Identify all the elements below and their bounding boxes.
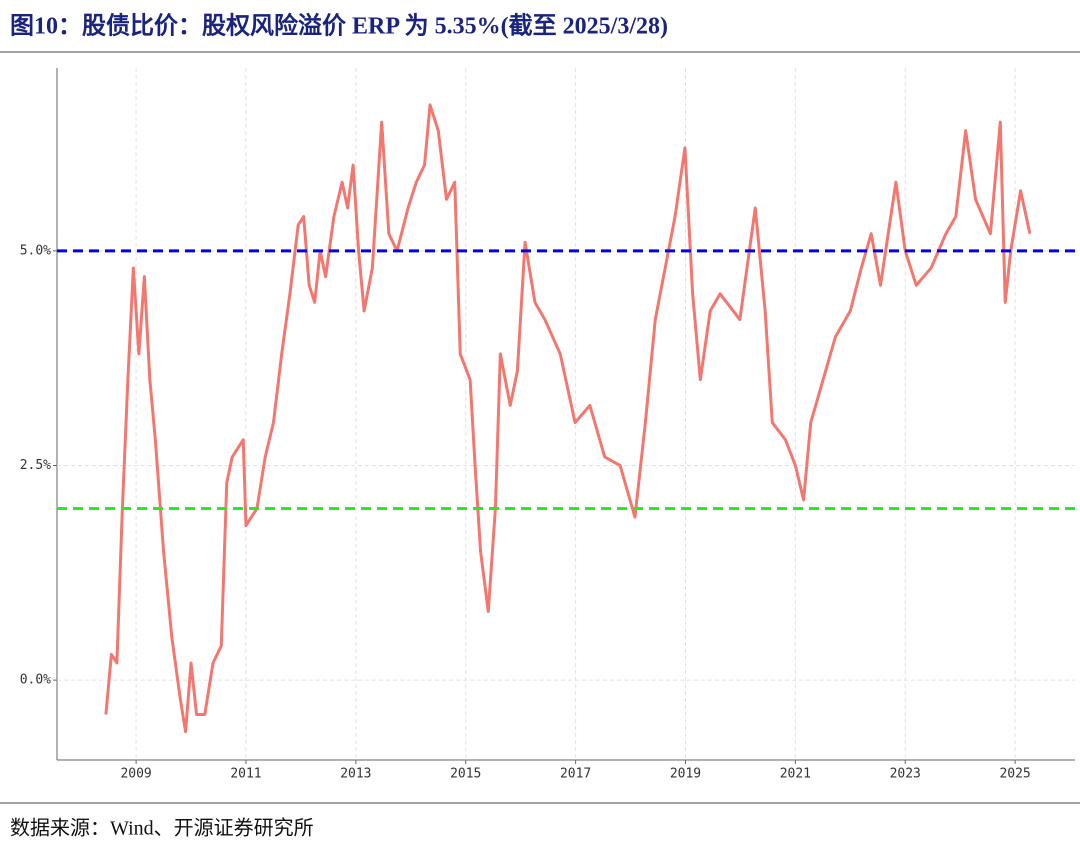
x-tick-label: 2013 [340, 767, 371, 782]
x-tick-label: 2017 [560, 767, 591, 782]
y-tick-label: 0.0% [20, 673, 51, 688]
y-tick-label: 5.0% [20, 243, 51, 258]
x-tick-label: 2025 [999, 767, 1030, 782]
x-tick-label: 2021 [780, 767, 811, 782]
line [104, 103, 1032, 734]
x-tick-label: 2023 [890, 767, 921, 782]
y-tick-label: 2.5% [20, 458, 51, 473]
chart-title: 图10：股债比价：股权风险溢价 ERP 为 5.35%(截至 2025/3/28… [10, 12, 668, 40]
x-tick-label: 2019 [670, 767, 701, 782]
source: 数据来源：Wind、开源证券研究所 [10, 817, 314, 840]
x-tick-label: 2015 [450, 767, 481, 782]
x-tick-label: 2011 [230, 767, 261, 782]
x-tick-label: 2009 [120, 767, 151, 782]
